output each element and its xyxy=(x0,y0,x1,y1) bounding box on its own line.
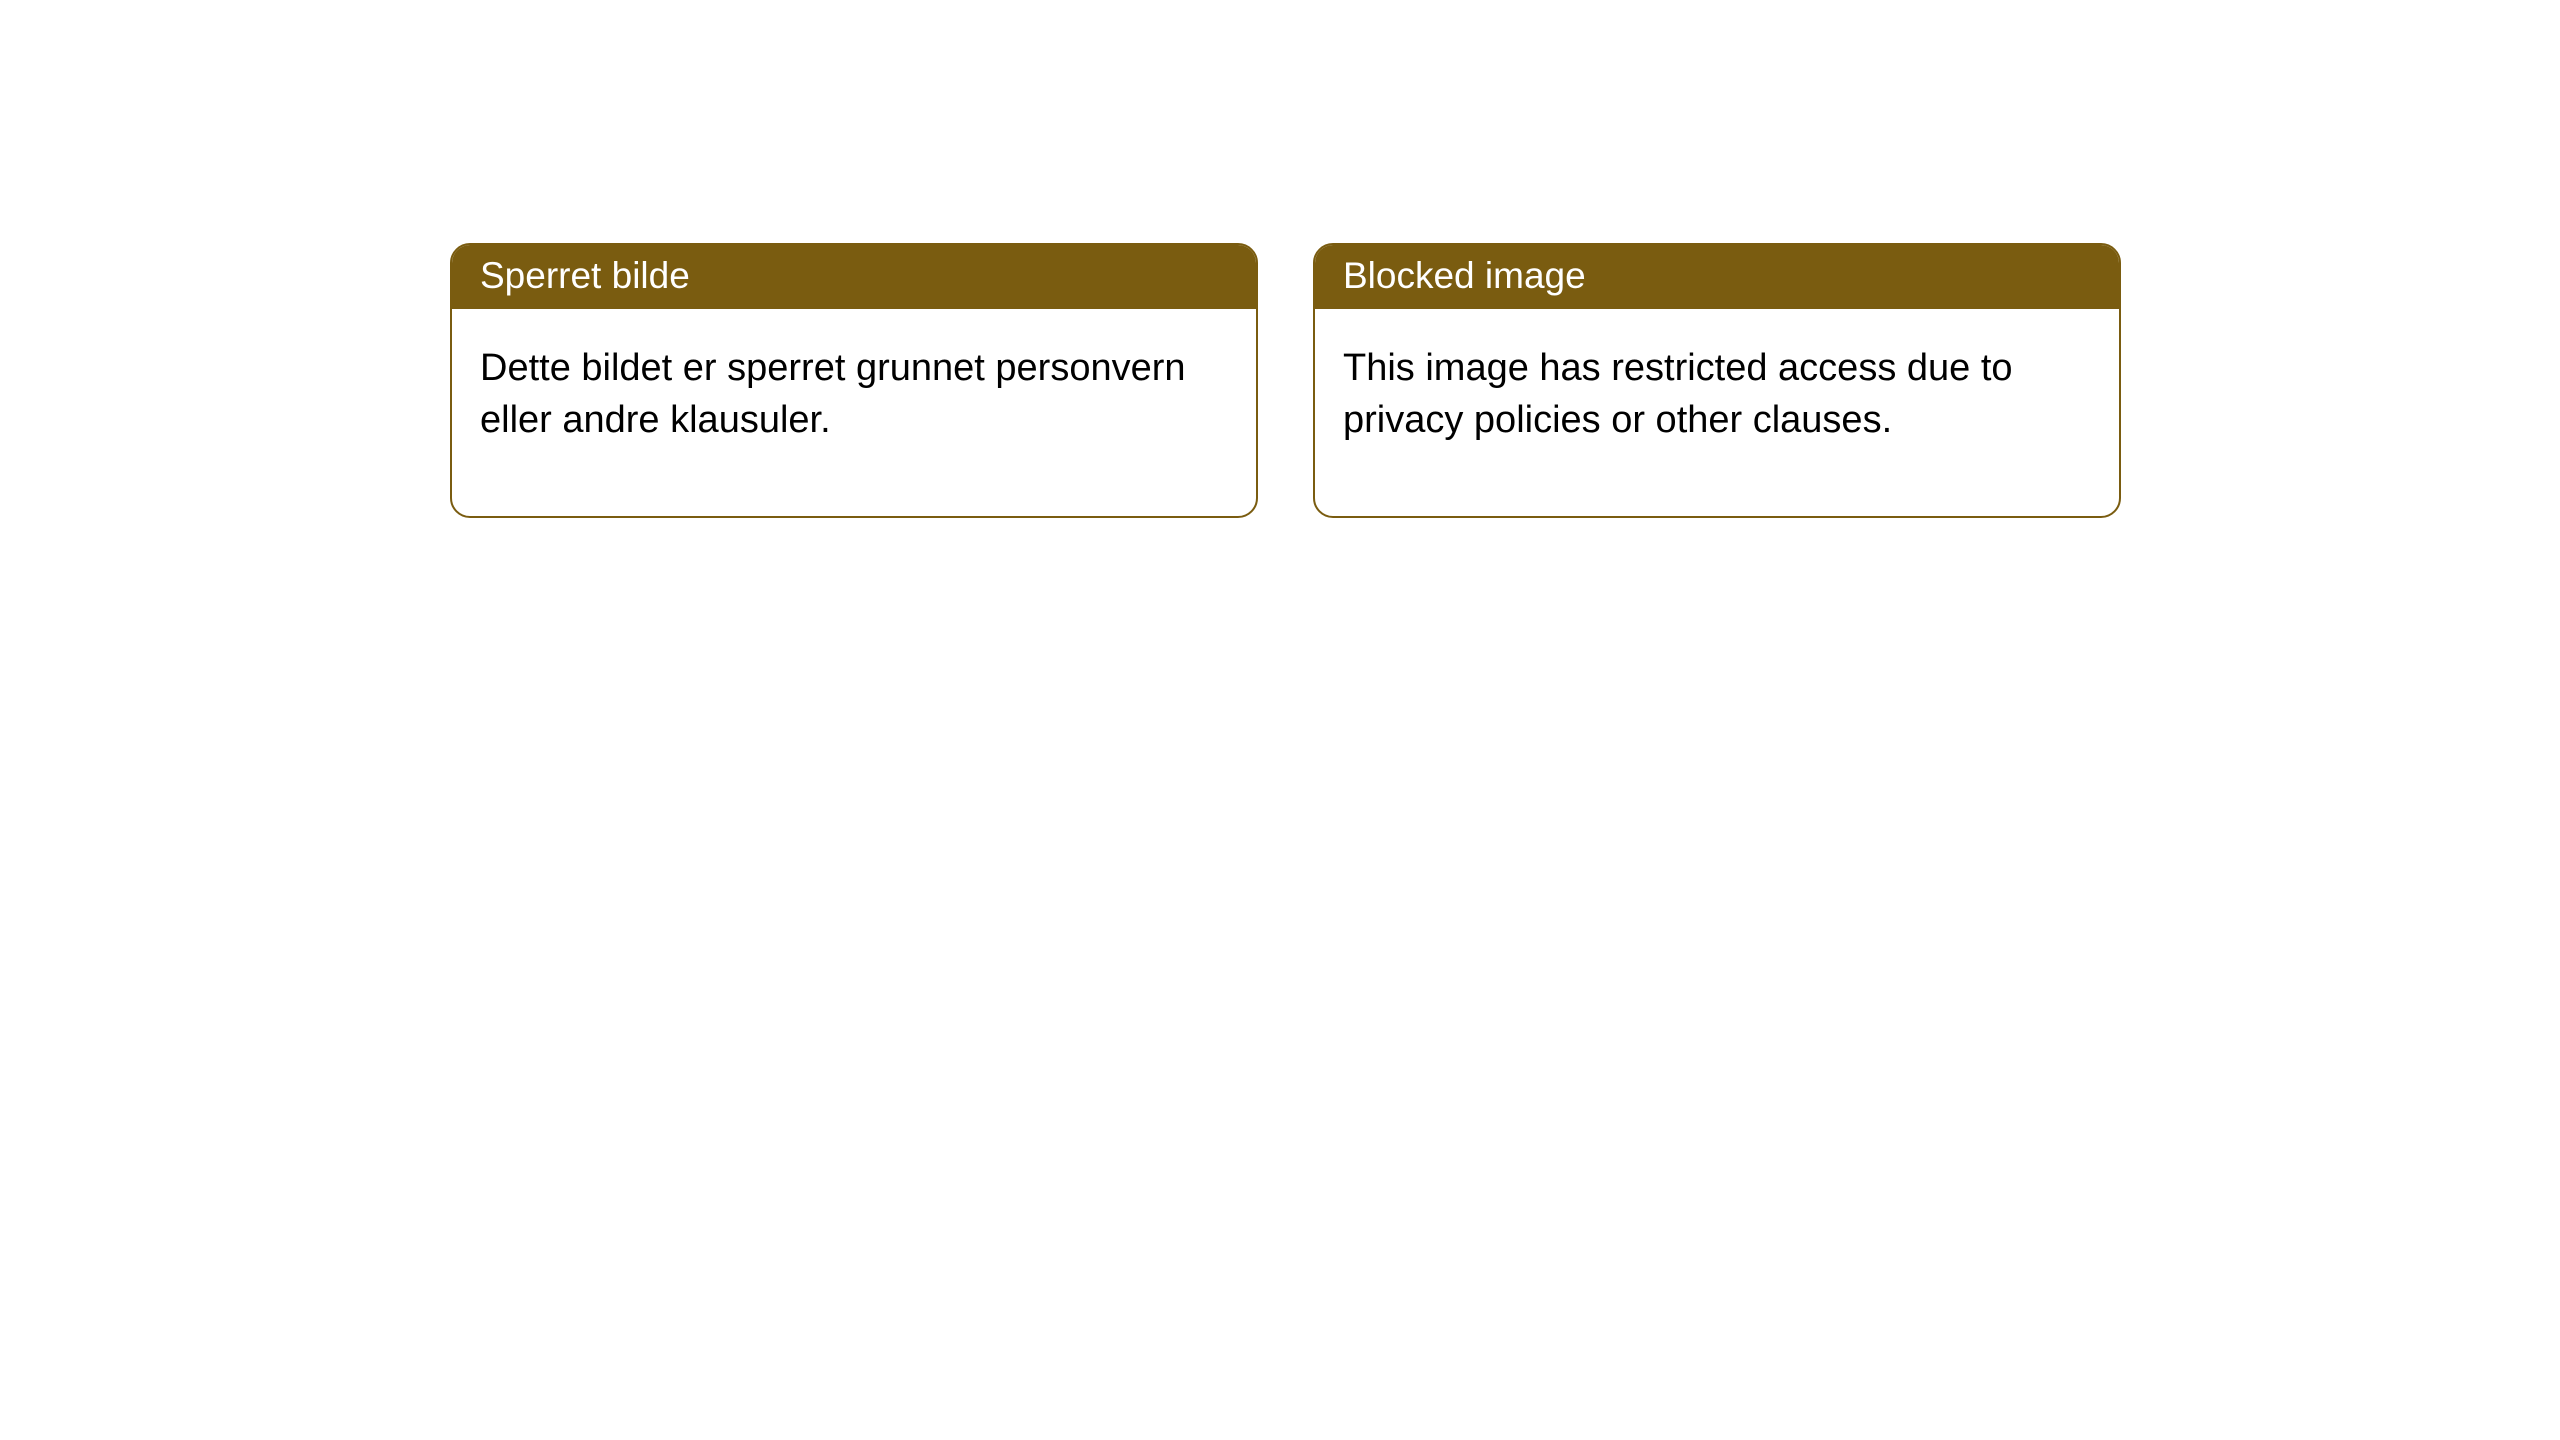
card-body-text: Dette bildet er sperret grunnet personve… xyxy=(480,347,1186,441)
notice-container: Sperret bilde Dette bildet er sperret gr… xyxy=(0,0,2560,518)
card-body: Dette bildet er sperret grunnet personve… xyxy=(452,309,1256,516)
card-header: Sperret bilde xyxy=(452,245,1256,309)
card-title: Blocked image xyxy=(1343,255,1586,296)
card-title: Sperret bilde xyxy=(480,255,690,296)
notice-card-english: Blocked image This image has restricted … xyxy=(1313,243,2121,518)
card-header: Blocked image xyxy=(1315,245,2119,309)
card-body-text: This image has restricted access due to … xyxy=(1343,347,2013,441)
notice-card-norwegian: Sperret bilde Dette bildet er sperret gr… xyxy=(450,243,1258,518)
card-body: This image has restricted access due to … xyxy=(1315,309,2119,516)
